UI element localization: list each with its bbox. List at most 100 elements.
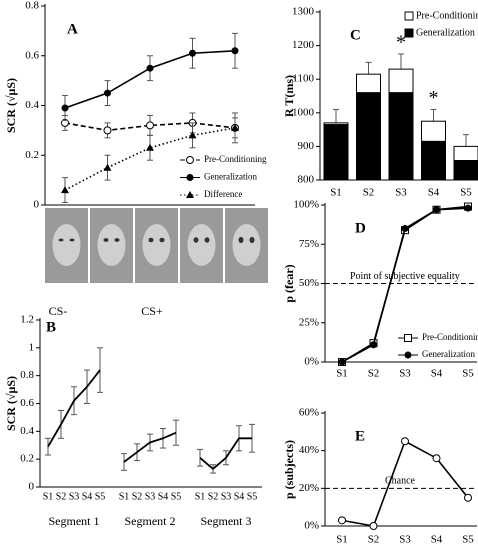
- y-tick-label: 0.8: [20, 369, 34, 381]
- marker: [188, 131, 197, 139]
- y-axis-label: p (fear): [282, 264, 296, 302]
- x-tick-label: S1: [336, 368, 348, 380]
- x-tick-label: S2: [208, 491, 219, 502]
- marker: [186, 156, 194, 164]
- x-tick-label: S5: [462, 534, 474, 546]
- x-tick-label: S1: [195, 491, 206, 502]
- marker: [231, 123, 239, 131]
- y-tick-label: 0.2: [20, 453, 34, 465]
- marker: [146, 121, 154, 130]
- y-tick-label: 0%: [304, 520, 319, 532]
- y-tick-label: 1300: [292, 6, 315, 18]
- x-tick-label: S5: [95, 491, 106, 502]
- bar: [356, 92, 381, 181]
- legend-swatch: [404, 28, 414, 38]
- line: [123, 431, 177, 463]
- eye: [238, 236, 244, 244]
- eye: [159, 237, 165, 243]
- legend-label: Generalization: [416, 27, 475, 38]
- legend-label: Pre-Conditioning: [416, 10, 478, 21]
- panel-label: E: [355, 428, 365, 444]
- y-tick-label: 0%: [304, 356, 319, 368]
- y-tick-label: 1100: [292, 73, 314, 85]
- y-tick-label: 0: [29, 481, 35, 493]
- panel-label: B: [46, 319, 56, 335]
- x-tick-label: S1: [119, 491, 130, 502]
- line: [64, 122, 236, 132]
- y-tick-label: 1000: [292, 106, 315, 118]
- marker: [104, 89, 111, 97]
- marker: [370, 341, 377, 349]
- x-tick-label: S3: [399, 534, 411, 546]
- legend-label: Pre-Conditioning: [422, 332, 478, 342]
- x-tick-label: S1: [330, 187, 342, 199]
- marker: [146, 143, 154, 151]
- group-label: Segment 1: [49, 514, 100, 528]
- x-tick-label: S4: [82, 491, 93, 502]
- marker: [61, 104, 69, 112]
- x-tick-label: S2: [368, 534, 380, 546]
- marker: [186, 174, 194, 181]
- x-tick-label: S2: [56, 491, 67, 502]
- asterisk: *: [396, 32, 406, 54]
- bar: [388, 92, 414, 181]
- x-tick-label: S2: [363, 187, 375, 199]
- x-tick-label: S4: [431, 368, 443, 380]
- line: [199, 437, 252, 471]
- bar: [421, 140, 446, 181]
- y-tick-label: 0.4: [20, 425, 34, 437]
- bar: [323, 124, 349, 181]
- eye: [204, 237, 210, 243]
- x-tick-label: S5: [462, 368, 474, 380]
- panel-label: D: [355, 220, 366, 236]
- legend-label: Difference: [204, 189, 242, 199]
- legend-swatch: [404, 11, 414, 21]
- x-tick-label: S3: [395, 187, 407, 199]
- marker: [61, 186, 69, 194]
- y-tick-label: 1: [29, 341, 35, 353]
- eye: [249, 236, 255, 244]
- legend-label: Generalization: [422, 349, 475, 359]
- reference-label: Point of subjective equality: [350, 271, 460, 282]
- marker: [231, 47, 239, 55]
- y-tick-label: 0.6: [20, 397, 34, 409]
- x-tick-label: S2: [368, 368, 380, 380]
- x-tick-label: S5: [460, 187, 472, 199]
- y-tick-label: 900: [298, 140, 315, 152]
- x-tick-label: S4: [431, 534, 443, 546]
- y-axis-label: R T(ms): [282, 75, 296, 117]
- legend-label: Generalization: [204, 172, 257, 182]
- bar: [453, 160, 478, 181]
- eye: [58, 238, 64, 242]
- y-tick-label: 50%: [299, 277, 319, 289]
- asterisk: *: [429, 87, 439, 109]
- eye: [103, 238, 109, 242]
- y-tick-label: 0.8: [25, 0, 39, 12]
- marker: [401, 437, 409, 446]
- x-tick-label: S1: [336, 534, 348, 546]
- face: [232, 224, 261, 266]
- face: [52, 224, 81, 266]
- panel-label: C: [350, 27, 361, 43]
- eye: [69, 238, 75, 242]
- y-tick-label: 800: [298, 174, 315, 186]
- x-tick-label: S4: [158, 491, 169, 502]
- eye: [114, 238, 120, 242]
- x-tick-label: S3: [221, 491, 232, 502]
- line: [47, 369, 101, 448]
- y-tick-label: 40%: [299, 444, 319, 456]
- marker: [432, 454, 441, 463]
- group-label: Segment 3: [201, 514, 252, 528]
- marker: [103, 126, 112, 135]
- eye: [148, 237, 154, 243]
- legend-label: Pre-Conditioning: [204, 154, 267, 164]
- y-tick-label: 20%: [299, 482, 319, 494]
- y-axis-label: p (subjects): [282, 440, 296, 499]
- x-tick-label: S4: [428, 187, 440, 199]
- y-tick-label: 100%: [293, 199, 319, 211]
- y-axis-label: SCR (√μS): [4, 78, 18, 133]
- marker: [404, 351, 412, 359]
- y-tick-label: 0.2: [25, 149, 39, 161]
- y-tick-label: 0.6: [25, 49, 39, 61]
